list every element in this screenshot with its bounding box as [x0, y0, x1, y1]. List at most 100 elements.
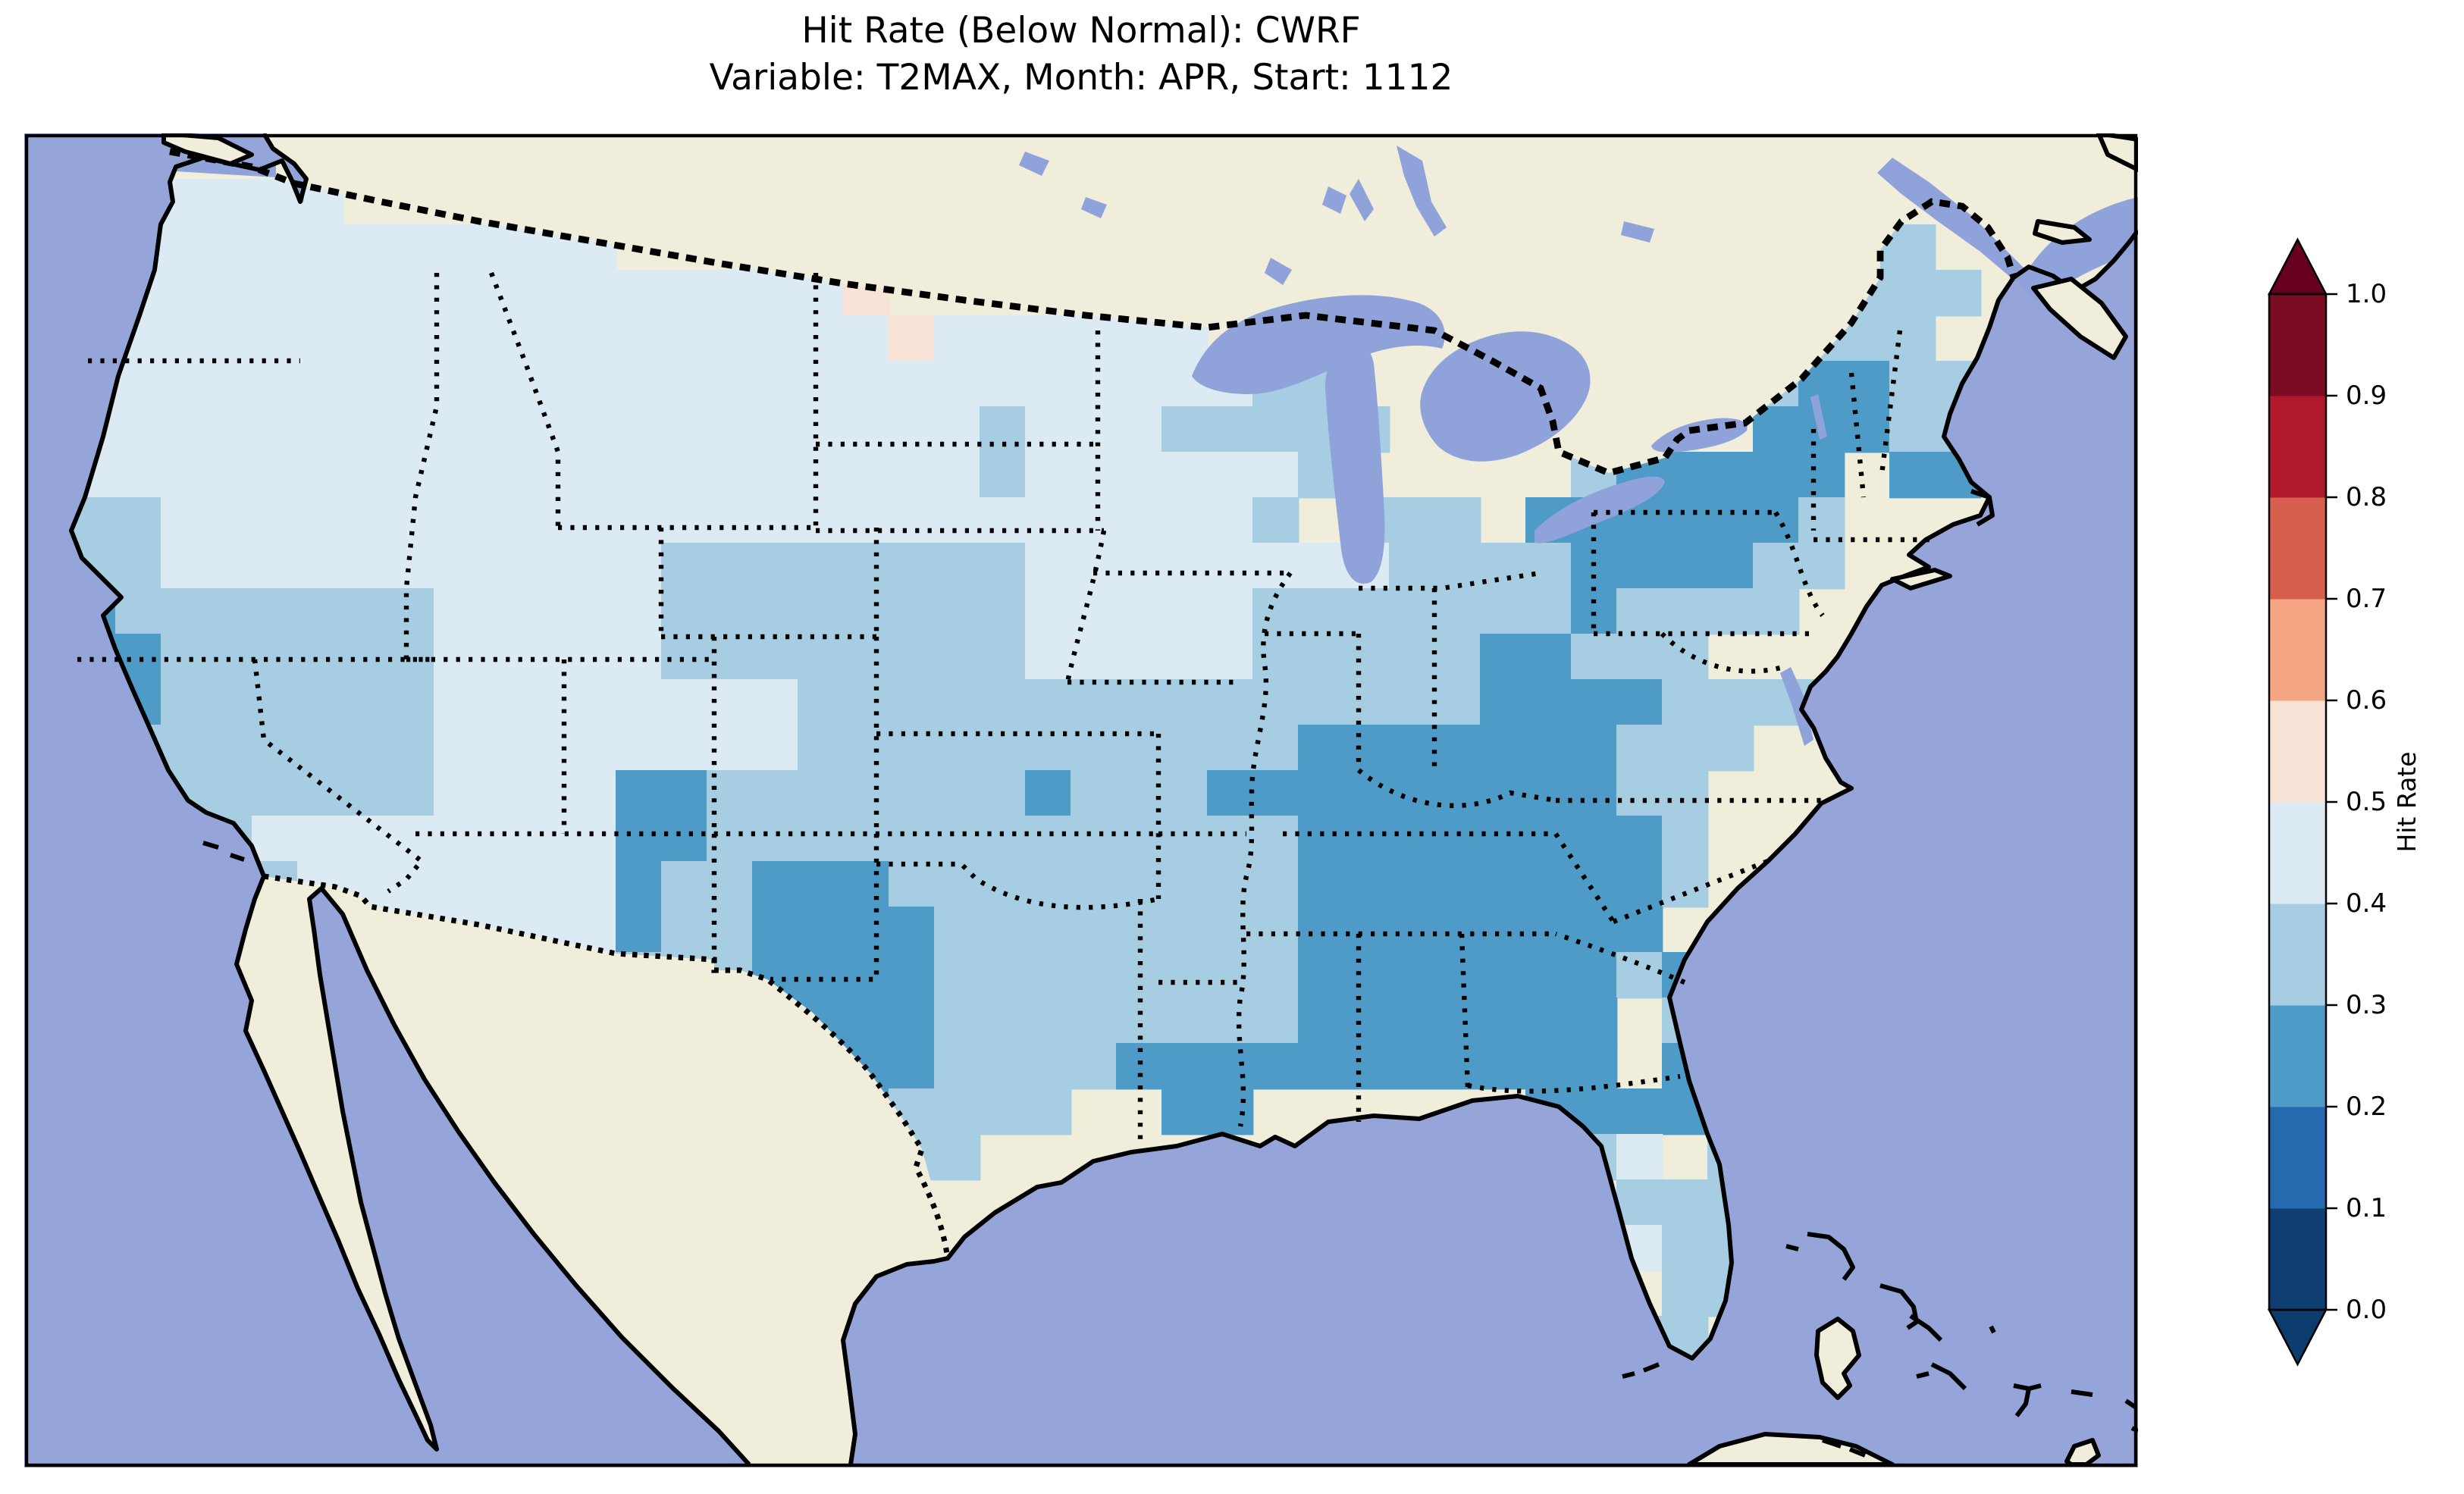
grid-cell	[798, 725, 845, 772]
grid-cell	[980, 907, 1027, 954]
grid-cell	[252, 179, 299, 226]
grid-cell	[1389, 543, 1436, 590]
grid-cell	[661, 861, 708, 908]
colorbar-segment	[2269, 904, 2326, 1006]
grid-cell	[661, 270, 708, 317]
grid-cell	[1207, 861, 1254, 908]
grid-cell	[752, 361, 799, 408]
grid-cell	[1025, 998, 1072, 1045]
grid-cell	[1662, 679, 1709, 726]
grid-cell	[206, 588, 253, 635]
grid-cell	[752, 861, 799, 908]
grid-cell	[1434, 725, 1481, 772]
acklins-crooked	[2013, 1383, 2042, 1417]
grid-cell	[798, 315, 845, 362]
grid-cell	[479, 497, 526, 544]
grid-cell	[206, 179, 253, 226]
grid-cell	[1252, 861, 1299, 908]
grid-cell	[1161, 588, 1208, 635]
grid-cell	[1616, 907, 1663, 954]
grid-cell	[206, 543, 253, 590]
colorbar-tick-label: 0.9	[2346, 381, 2387, 411]
grid-cell	[161, 679, 208, 726]
grid-cell	[479, 770, 526, 817]
grid-cell	[1071, 452, 1118, 499]
grid-cell	[798, 361, 845, 408]
grid-cell	[1480, 907, 1527, 954]
grid-cell	[934, 861, 981, 908]
us-hit-rate-map	[24, 133, 2138, 1467]
grid-cell	[343, 816, 390, 863]
grid-cell	[343, 315, 390, 362]
grid-cell	[1252, 452, 1299, 499]
grid-cell	[843, 452, 890, 499]
grid-cell	[1071, 861, 1118, 908]
grid-cell	[1071, 588, 1118, 635]
grid-cell	[252, 452, 299, 499]
grid-cell	[1161, 452, 1208, 499]
grid-cell	[616, 361, 663, 408]
grid-cell	[525, 406, 572, 453]
grid-cell	[1434, 634, 1481, 681]
grid-cell	[798, 497, 845, 544]
grid-cell	[1389, 998, 1436, 1045]
grid-cell	[1207, 497, 1254, 544]
grid-cell	[1480, 952, 1527, 999]
grid-cell	[1298, 588, 1345, 635]
chesapeake-bay	[1780, 667, 1814, 746]
grid-cell	[1662, 1179, 1709, 1226]
grid-cell	[1298, 861, 1345, 908]
grid-cell	[206, 634, 253, 681]
grid-cell	[1434, 861, 1481, 908]
grid-cell	[1207, 907, 1254, 954]
grid-cell	[752, 588, 799, 635]
grid-cell	[1207, 406, 1254, 453]
grid-cell	[1571, 725, 1618, 772]
grid-cell	[343, 634, 390, 681]
grid-cell	[1207, 1088, 1254, 1135]
us-canada-border	[169, 148, 2017, 477]
grid-cell	[434, 816, 481, 863]
map-frame	[24, 133, 2138, 1467]
lake-champlain	[1810, 394, 1827, 440]
grid-cell	[570, 497, 617, 544]
lake-nipigon	[1322, 186, 1346, 214]
grid-cell	[1616, 1179, 1663, 1226]
grid-cell	[1389, 497, 1436, 544]
grid-cell	[1116, 679, 1163, 726]
grid-cell	[161, 588, 208, 635]
grid-cell	[161, 224, 208, 271]
grid-cell	[616, 816, 663, 863]
grid-cell	[661, 588, 708, 635]
grid-cell	[1071, 679, 1118, 726]
grid-cell	[980, 998, 1027, 1045]
grid-cell	[388, 816, 435, 863]
grid-cell	[1935, 270, 1982, 317]
grid-cell	[616, 543, 663, 590]
canada-small-lake-2	[1081, 197, 1107, 218]
grid-cell	[1252, 998, 1299, 1045]
grid-cell	[525, 497, 572, 544]
grid-cell	[1298, 907, 1345, 954]
grid-cell	[1025, 406, 1072, 453]
grid-cell	[1343, 1043, 1390, 1090]
grid-cell	[297, 634, 344, 681]
grid-cell	[297, 725, 344, 772]
grid-cell	[1707, 588, 1754, 635]
grid-cell	[1889, 224, 1936, 271]
grid-cell	[434, 315, 481, 362]
lake-winnipeg	[1397, 146, 1447, 236]
grid-cell	[889, 907, 936, 954]
long-island	[1890, 568, 1952, 590]
colorbar-segment	[2269, 599, 2326, 701]
grid-cell	[388, 770, 435, 817]
grid-cell	[707, 770, 754, 817]
grid-cell	[1343, 725, 1390, 772]
grid-cell	[343, 588, 390, 635]
grid-cell	[525, 452, 572, 499]
prince-edward-island	[2033, 219, 2092, 245]
grid-cell	[525, 361, 572, 408]
grid-cell	[252, 543, 299, 590]
grid-cell	[525, 861, 572, 908]
grid-cell	[388, 543, 435, 590]
